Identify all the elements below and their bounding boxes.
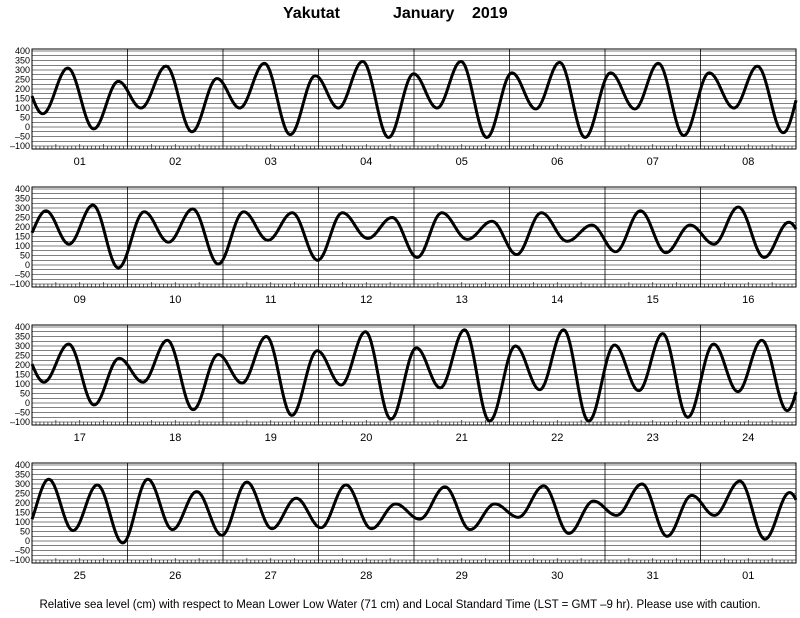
y-tick-label: 300 [15, 65, 30, 75]
y-tick-label: 50 [20, 527, 30, 537]
y-tick-label: 400 [15, 322, 30, 332]
y-tick-label: 0 [25, 122, 30, 132]
tide-curve [30, 59, 798, 139]
y-tick-label: 150 [15, 94, 30, 104]
day-label: 14 [551, 294, 563, 306]
y-tick-label: 100 [15, 517, 30, 527]
day-label: 04 [360, 156, 372, 168]
day-label: 01 [74, 156, 86, 168]
tide-curve [30, 477, 798, 545]
day-label: 07 [647, 156, 659, 168]
y-tick-label: 400 [15, 46, 30, 56]
day-label: 11 [265, 294, 276, 306]
day-label: 31 [647, 570, 659, 582]
y-tick-label: –100 [10, 555, 30, 565]
tide-curve [30, 203, 798, 270]
y-tick-label: –100 [10, 141, 30, 151]
day-label: 19 [265, 432, 277, 444]
y-tick-label: 200 [15, 222, 30, 232]
y-tick-label: 300 [15, 479, 30, 489]
y-tick-label: 50 [20, 113, 30, 123]
y-tick-label: 50 [20, 389, 30, 399]
y-tick-label: –100 [10, 417, 30, 427]
y-tick-label: 350 [15, 470, 30, 480]
title-year: 2019 [472, 5, 508, 22]
y-tick-label: 150 [15, 232, 30, 242]
y-tick-label: 200 [15, 84, 30, 94]
y-tick-label: 0 [25, 398, 30, 408]
day-label: 20 [360, 432, 372, 444]
day-label: 28 [360, 570, 372, 582]
y-tick-label: 350 [15, 194, 30, 204]
y-tick-label: 300 [15, 203, 30, 213]
day-label: 13 [456, 294, 468, 306]
y-tick-label: 250 [15, 75, 30, 85]
day-label: 15 [647, 294, 659, 306]
day-label: 10 [169, 294, 181, 306]
y-tick-label: 0 [25, 260, 30, 270]
day-label: 27 [265, 570, 277, 582]
y-tick-label: –50 [15, 132, 30, 142]
y-tick-label: 200 [15, 498, 30, 508]
y-tick-label: 100 [15, 103, 30, 113]
footer-note: Relative sea level (cm) with respect to … [39, 599, 761, 611]
day-label: 18 [169, 432, 181, 444]
day-label: 05 [456, 156, 468, 168]
tide-curve [30, 328, 798, 423]
y-tick-label: –100 [10, 279, 30, 289]
day-label: 02 [169, 156, 181, 168]
y-tick-label: 200 [15, 360, 30, 370]
y-tick-label: 150 [15, 508, 30, 518]
day-label: 30 [551, 570, 563, 582]
y-tick-label: –50 [15, 408, 30, 418]
day-label: 25 [74, 570, 86, 582]
chart-title: Yakutat January 2019 [0, 5, 800, 27]
day-label: 08 [742, 156, 754, 168]
day-label: 16 [742, 294, 754, 306]
y-tick-label: 350 [15, 56, 30, 66]
day-label: 29 [456, 570, 468, 582]
y-tick-label: 50 [20, 251, 30, 261]
title-month: January [393, 5, 455, 22]
y-tick-label: 250 [15, 213, 30, 223]
day-label: 26 [169, 570, 181, 582]
y-tick-label: 250 [15, 489, 30, 499]
day-label: 09 [74, 294, 86, 306]
y-tick-label: 100 [15, 241, 30, 251]
y-tick-label: 0 [25, 536, 30, 546]
y-tick-label: 150 [15, 370, 30, 380]
y-tick-label: 400 [15, 460, 30, 470]
day-label: 01 [742, 570, 754, 582]
day-label: 24 [742, 432, 754, 444]
station-name: Yakutat [283, 5, 340, 22]
y-tick-label: 350 [15, 332, 30, 342]
y-tick-label: 300 [15, 341, 30, 351]
day-label: 23 [647, 432, 659, 444]
y-tick-label: –50 [15, 270, 30, 280]
y-tick-label: 250 [15, 351, 30, 361]
day-label: 12 [360, 294, 372, 306]
day-label: 03 [265, 156, 277, 168]
day-label: 06 [551, 156, 563, 168]
y-tick-label: 100 [15, 379, 30, 389]
y-tick-label: –50 [15, 546, 30, 556]
day-label: 22 [551, 432, 563, 444]
y-tick-label: 400 [15, 184, 30, 194]
day-label: 17 [74, 432, 86, 444]
day-label: 21 [456, 432, 468, 444]
